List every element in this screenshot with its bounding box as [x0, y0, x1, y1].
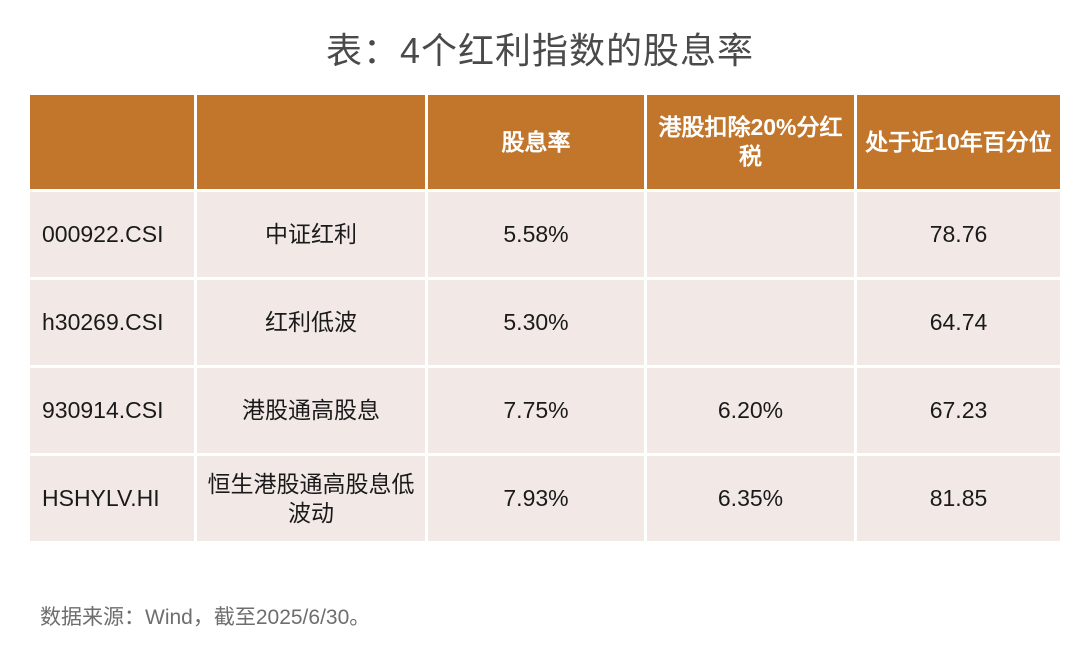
table-row: HSHYLV.HI 恒生港股通高股息低波动 7.93% 6.35% 81.85 — [30, 456, 1060, 541]
dividend-yield: 5.58% — [428, 192, 644, 277]
index-code: h30269.CSI — [30, 280, 194, 365]
index-name: 红利低波 — [197, 280, 425, 365]
index-name: 恒生港股通高股息低波动 — [197, 456, 425, 541]
header-name — [197, 95, 425, 189]
index-code: 930914.CSI — [30, 368, 194, 453]
data-source-note: 数据来源：Wind，截至2025/6/30。 — [40, 606, 371, 629]
dividend-yield: 7.75% — [428, 368, 644, 453]
table-row: h30269.CSI 红利低波 5.30% 64.74 — [30, 280, 1060, 365]
header-hk-after-tax: 港股扣除20%分红税 — [647, 95, 854, 189]
index-name: 中证红利 — [197, 192, 425, 277]
dividend-yield: 7.93% — [428, 456, 644, 541]
hk-after-tax-yield: 6.35% — [647, 456, 854, 541]
dividend-yield: 5.30% — [428, 280, 644, 365]
10y-percentile: 67.23 — [857, 368, 1060, 453]
header-dividend-yield: 股息率 — [428, 95, 644, 189]
table-header-row: 股息率 港股扣除20%分红税 处于近10年百分位 — [30, 95, 1060, 189]
header-10y-percentile: 处于近10年百分位 — [857, 95, 1060, 189]
index-code: HSHYLV.HI — [30, 456, 194, 541]
hk-after-tax-yield: 6.20% — [647, 368, 854, 453]
index-name: 港股通高股息 — [197, 368, 425, 453]
index-code: 000922.CSI — [30, 192, 194, 277]
10y-percentile: 64.74 — [857, 280, 1060, 365]
page-title: 表：4个红利指数的股息率 — [325, 30, 755, 71]
table-row: 000922.CSI 中证红利 5.58% 78.76 — [30, 192, 1060, 277]
header-code — [30, 95, 194, 189]
10y-percentile: 78.76 — [857, 192, 1060, 277]
10y-percentile: 81.85 — [857, 456, 1060, 541]
table-row: 930914.CSI 港股通高股息 7.75% 6.20% 67.23 — [30, 368, 1060, 453]
dividend-yield-table: 股息率 港股扣除20%分红税 处于近10年百分位 000922.CSI 中证红利… — [27, 92, 1063, 544]
hk-after-tax-yield — [647, 192, 854, 277]
hk-after-tax-yield — [647, 280, 854, 365]
